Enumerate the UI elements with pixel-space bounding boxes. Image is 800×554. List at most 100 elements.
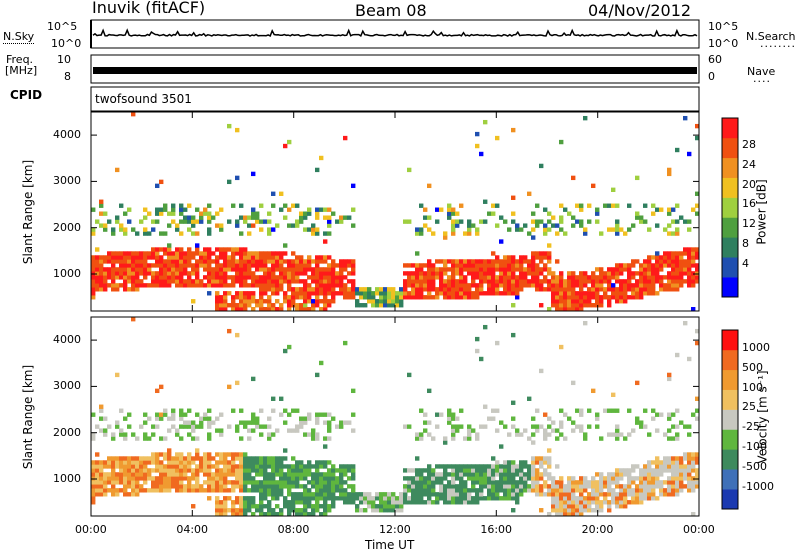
power-cell: [307, 299, 312, 304]
velocity-cell: [327, 484, 332, 489]
power-cell: [335, 279, 340, 284]
power-cell: [615, 267, 620, 272]
power-cell: [615, 299, 620, 304]
velocity-cell: [115, 420, 120, 425]
power-cell: [267, 307, 272, 312]
power-cell: [439, 291, 444, 296]
colorbar-segment: [722, 157, 738, 178]
power-cell: [279, 271, 284, 276]
velocity-cell: [127, 460, 132, 465]
velocity-cell: [311, 472, 316, 477]
power-cell: [623, 267, 628, 272]
velocity-cell: [319, 488, 324, 493]
power-cell: [255, 303, 260, 308]
power-cell: [419, 231, 424, 236]
velocity-cell: [163, 488, 168, 493]
power-cell: [111, 255, 116, 260]
power-cell: [103, 287, 108, 292]
power-cell: [539, 279, 544, 284]
power-cell: [559, 299, 564, 304]
velocity-cell: [107, 464, 112, 469]
power-cell: [627, 287, 632, 292]
velocity-cell: [211, 472, 216, 477]
power-cell: [159, 231, 164, 236]
velocity-cell: [659, 412, 664, 417]
velocity-cell: [195, 448, 200, 453]
power-cell: [195, 271, 200, 276]
power-cell: [135, 255, 140, 260]
power-cell: [159, 267, 164, 272]
velocity-cell: [587, 408, 592, 413]
velocity-cell: [511, 508, 516, 513]
power-cell: [235, 307, 240, 312]
power-cell: [327, 263, 332, 268]
power-cell: [99, 283, 104, 288]
velocity-cell: [315, 500, 320, 505]
power-cell: [175, 279, 180, 284]
power-cell: [547, 307, 552, 312]
power-cell: [163, 259, 168, 264]
power-cell: [551, 303, 556, 308]
velocity-cell: [515, 472, 520, 477]
velocity-cell: [151, 452, 156, 457]
velocity-cell: [243, 476, 248, 481]
power-cell: [359, 303, 364, 308]
power-cell: [139, 263, 144, 268]
velocity-cell: [619, 504, 624, 509]
power-cell: [95, 271, 100, 276]
power-cell: [671, 255, 676, 260]
power-cell: [191, 279, 196, 284]
power-cell: [555, 259, 560, 264]
velocity-cell: [527, 436, 532, 441]
power-cell: [435, 259, 440, 264]
power-cell: [207, 271, 212, 276]
nsearch-tick-bottom: 10^0: [708, 37, 739, 50]
power-cell: [275, 283, 280, 288]
power-cell: [583, 115, 588, 121]
velocity-cell: [379, 496, 384, 501]
power-cell: [415, 279, 420, 284]
velocity-cell: [279, 464, 284, 469]
power-cell: [195, 275, 200, 280]
velocity-cell: [427, 496, 432, 501]
velocity-cell: [619, 432, 624, 437]
nsearch-label: N.Search: [746, 30, 796, 43]
velocity-cell: [495, 496, 500, 501]
power-cell: [539, 271, 544, 276]
velocity-cell: [327, 468, 332, 473]
velocity-cell: [99, 492, 104, 497]
power-cell: [391, 287, 396, 292]
power-cell: [315, 263, 320, 268]
power-cell: [535, 203, 540, 208]
power-cell: [407, 271, 412, 276]
power-cell: [95, 275, 100, 280]
power-cell: [547, 267, 552, 272]
velocity-cell: [127, 412, 132, 417]
velocity-cell: [403, 492, 408, 497]
power-cell: [303, 291, 308, 296]
velocity-cell: [627, 476, 632, 481]
power-cell: [619, 283, 624, 288]
power-cell: [235, 175, 240, 181]
power-cell: [591, 183, 596, 189]
power-cell: [451, 227, 456, 232]
velocity-cell: [115, 472, 120, 477]
velocity-cell: [99, 472, 104, 477]
power-cell: [287, 299, 292, 304]
velocity-cell: [243, 480, 248, 485]
power-cell: [207, 211, 212, 216]
velocity-cell: [335, 496, 340, 501]
velocity-cell: [327, 436, 332, 441]
power-cell: [691, 247, 696, 252]
power-cell: [527, 267, 532, 272]
power-cell: [191, 267, 196, 272]
power-cell: [671, 283, 676, 288]
velocity-cell: [683, 484, 688, 489]
power-cell: [587, 287, 592, 292]
power-cell: [99, 267, 104, 272]
velocity-cell: [583, 508, 588, 513]
power-cell: [543, 263, 548, 268]
power-cell: [511, 259, 516, 264]
power-cell: [179, 207, 184, 212]
power-cell: [351, 279, 356, 284]
